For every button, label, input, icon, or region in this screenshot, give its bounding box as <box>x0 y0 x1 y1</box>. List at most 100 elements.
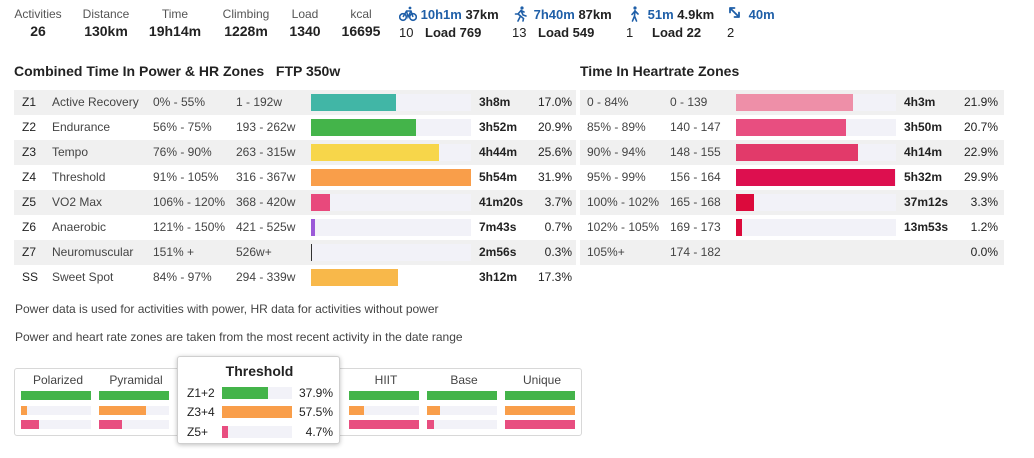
zone-bpm-range: 174 - 182 <box>670 245 721 259</box>
sport-walk[interactable]: 51m 4.9km 1 Load 22 <box>626 6 714 41</box>
hr-zone-row[interactable]: 102% - 105% 169 - 173 13m53s 1.2% <box>580 215 1004 240</box>
zone-bar-track <box>311 244 471 261</box>
distribution-bar-track <box>99 420 169 429</box>
zone-time: 2m56s <box>479 245 517 259</box>
zone-id: Z5 <box>22 195 37 209</box>
zone-time: 3h8m <box>479 95 511 109</box>
distribution-bar-track <box>505 420 575 429</box>
hr-zone-row[interactable]: 0 - 84% 0 - 139 4h3m 21.9% <box>580 90 1004 115</box>
zone-percent-range: 0 - 84% <box>587 95 629 109</box>
sport-count: 2 <box>727 25 735 40</box>
distribution-bar-track <box>427 406 497 415</box>
zone-time: 5h32m <box>904 170 943 184</box>
zone-percent: 0.7% <box>544 220 572 234</box>
sport-count: 10 <box>399 25 414 40</box>
distribution-bar-track <box>21 391 91 400</box>
zone-bar <box>311 169 471 186</box>
tooltip-row-label: Z1+2 <box>187 386 215 400</box>
distribution-bar-track <box>349 420 419 429</box>
power-zone-row[interactable]: Z7 Neuromuscular 151% + 526w+ 2m56s 0.3% <box>14 240 576 265</box>
zone-bar <box>736 219 743 236</box>
zone-time: 41m20s <box>479 195 524 209</box>
zone-bar <box>736 194 754 211</box>
sport-distance: 37km <box>465 7 499 22</box>
distribution-bar <box>99 391 169 400</box>
distribution-unique[interactable]: Unique <box>505 369 579 435</box>
distribution-hiit[interactable]: HIIT <box>349 369 423 435</box>
sport-time: 7h40m <box>533 7 575 22</box>
distribution-bar <box>505 391 575 400</box>
power-zones-title-text: Combined Time In Power & HR Zones <box>14 63 265 79</box>
tooltip-bar <box>222 406 292 418</box>
tooltip-row: Z3+4 57.5% <box>178 403 341 421</box>
zone-name: Sweet Spot <box>52 270 114 284</box>
tooltip-bar-track <box>222 406 292 418</box>
distribution-tooltip: Threshold Z1+2 37.9% Z3+4 57.5% Z5+ 4.7% <box>177 356 340 444</box>
zone-watts-range: 421 - 525w <box>236 220 296 234</box>
zone-bar-track <box>736 169 896 186</box>
sport-run[interactable]: 7h40m 87km 13 Load 549 <box>512 6 612 41</box>
zone-bar <box>311 194 330 211</box>
zone-percent-range: 85% - 89% <box>587 120 646 134</box>
power-zone-row[interactable]: Z6 Anaerobic 121% - 150% 421 - 525w 7m43s 0.7… <box>14 215 576 240</box>
hr-zone-row[interactable]: 85% - 89% 140 - 147 3h50m 20.7% <box>580 115 1004 140</box>
sport-time: 40m <box>748 7 775 22</box>
zone-id: Z6 <box>22 220 37 234</box>
stat-value: 130km <box>84 23 128 39</box>
zone-bar-track <box>311 169 471 186</box>
tooltip-title: Threshold <box>225 363 294 379</box>
power-zone-row[interactable]: Z1 Active Recovery 0% - 55% 1 - 192w 3h8m 17.… <box>14 90 576 115</box>
zone-bar-track <box>736 144 896 161</box>
distribution-bar <box>99 406 146 415</box>
distribution-bar-track <box>427 391 497 400</box>
zone-bar <box>736 144 859 161</box>
distribution-bar-track <box>99 391 169 400</box>
power-zone-row[interactable]: Z5 VO2 Max 106% - 120% 368 - 420w 41m20s 3.7% <box>14 190 576 215</box>
zone-name: VO2 Max <box>52 195 103 209</box>
zone-time: 3h50m <box>904 120 943 134</box>
distribution-pyramidal[interactable]: Pyramidal <box>99 369 173 435</box>
distribution-name: Unique <box>522 373 562 387</box>
power-zone-row[interactable]: Z2 Endurance 56% - 75% 193 - 262w 3h52m 20.9% <box>14 115 576 140</box>
tooltip-bar <box>222 387 269 399</box>
tooltip-bar <box>222 426 228 438</box>
hr-zone-row[interactable]: 105%+ 174 - 182 0.0% <box>580 240 1004 265</box>
zone-percent: 25.6% <box>537 145 572 159</box>
distribution-bar-track <box>349 406 419 415</box>
sport-load: Load 769 <box>425 25 482 40</box>
zone-time: 4h44m <box>479 145 518 159</box>
hr-zone-row[interactable]: 90% - 94% 148 - 155 4h14m 22.9% <box>580 140 1004 165</box>
hr-zone-row[interactable]: 95% - 99% 156 - 164 5h32m 29.9% <box>580 165 1004 190</box>
zone-percent: 20.9% <box>537 120 572 134</box>
distribution-bar-track <box>99 406 169 415</box>
distribution-polarized[interactable]: Polarized <box>21 369 95 435</box>
zone-percent-range: 102% - 105% <box>587 220 660 234</box>
stat-climbing: Climbing 1228m <box>218 6 274 40</box>
zone-bar <box>311 244 312 261</box>
zone-percent-range: 0% - 55% <box>153 95 206 109</box>
distribution-bar <box>21 420 39 429</box>
sport-other[interactable]: 40m 2 <box>727 6 775 41</box>
zone-percent: 31.9% <box>537 170 572 184</box>
zone-bar <box>311 119 416 136</box>
power-zone-row[interactable]: Z3 Tempo 76% - 90% 263 - 315w 4h44m 25.6% <box>14 140 576 165</box>
zone-bpm-range: 140 - 147 <box>670 120 721 134</box>
zone-percent: 17.3% <box>537 270 572 284</box>
zone-bar-track <box>736 219 896 236</box>
distribution-bar <box>99 420 123 429</box>
distribution-base[interactable]: Base <box>427 369 501 435</box>
distribution-bar-track <box>505 406 575 415</box>
power-zone-row[interactable]: Z4 Threshold 91% - 105% 316 - 367w 5h54m 31.9… <box>14 165 576 190</box>
stat-value: 26 <box>30 23 46 39</box>
zone-bar-track <box>311 94 471 111</box>
distribution-name: HIIT <box>374 373 398 387</box>
power-zones-title: Combined Time In Power & HR Zones FTP 35… <box>14 63 340 79</box>
distribution-bar-track <box>21 406 91 415</box>
zone-time: 13m53s <box>904 220 949 234</box>
zone-percent: 3.3% <box>970 195 998 209</box>
sport-ride[interactable]: 10h1m 37km 10 Load 769 <box>398 6 499 41</box>
power-zones-table: Z1 Active Recovery 0% - 55% 1 - 192w 3h8m 17.… <box>14 90 576 290</box>
zone-time: 37m12s <box>904 195 949 209</box>
power-zone-row[interactable]: SS Sweet Spot 84% - 97% 294 - 339w 3h12m 17.3… <box>14 265 576 290</box>
hr-zone-row[interactable]: 100% - 102% 165 - 168 37m12s 3.3% <box>580 190 1004 215</box>
